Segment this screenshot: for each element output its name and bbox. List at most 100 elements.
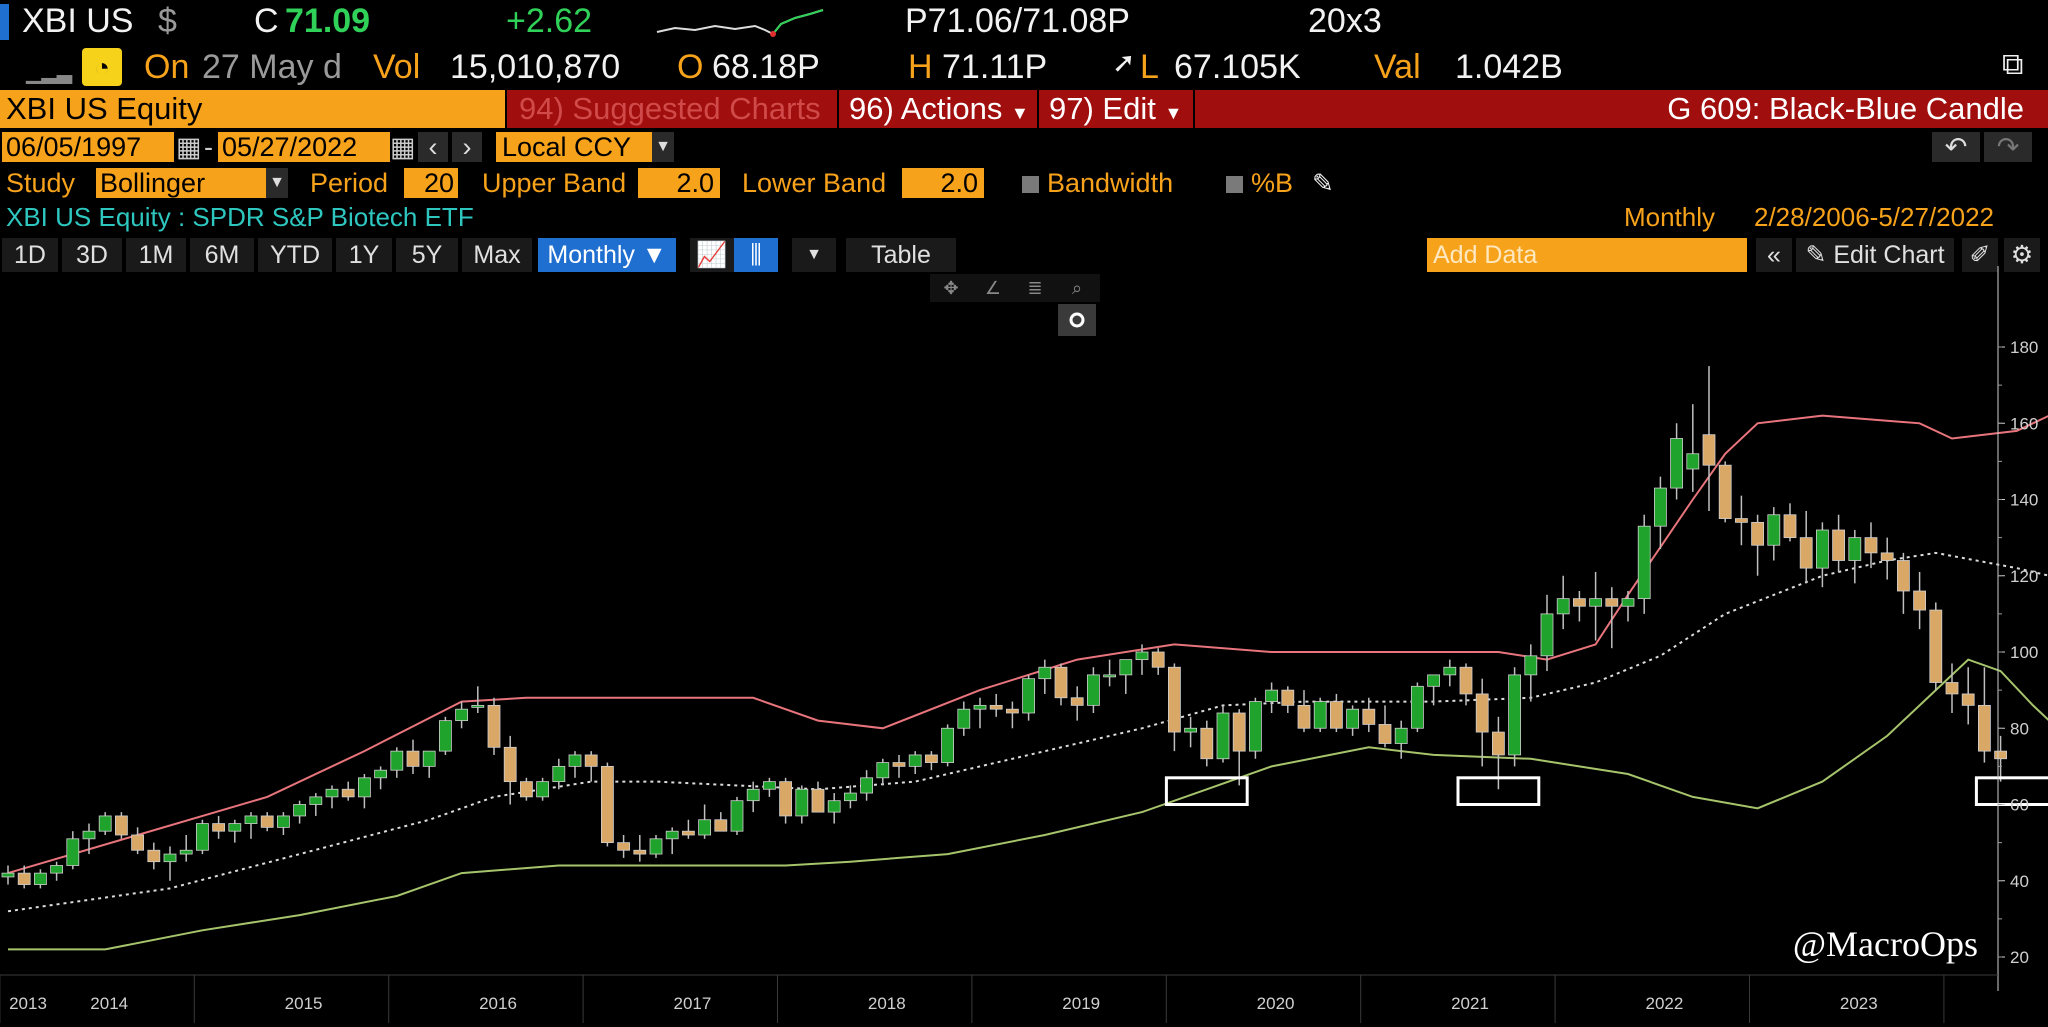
pctb-checkbox[interactable]: %B: [1226, 168, 1293, 198]
candle-body: [601, 765, 614, 844]
candle-body: [1313, 701, 1327, 729]
pointer-tool[interactable]: [1058, 304, 1096, 336]
x-tick-label: 2018: [868, 994, 906, 1013]
tab-3d[interactable]: 3D: [62, 238, 122, 272]
period-field[interactable]: 20: [404, 168, 458, 198]
tab-5y[interactable]: 5Y: [396, 238, 458, 272]
chevron-down-icon[interactable]: ▼: [792, 238, 836, 272]
bandwidth-label: Bandwidth: [1047, 168, 1174, 198]
line-chart-icon[interactable]: 📈: [690, 238, 734, 272]
y-tick-label: 100: [2010, 643, 2038, 662]
tab-1m[interactable]: 1M: [126, 238, 186, 272]
edit-chart-button[interactable]: ✎ Edit Chart: [1796, 238, 1954, 272]
checkbox-icon: [1226, 176, 1243, 194]
collapse-icon[interactable]: «: [1756, 238, 1792, 272]
candle-body: [1216, 712, 1230, 760]
candle-body: [244, 815, 258, 824]
candle-body: [1670, 438, 1683, 489]
candle-body: [438, 720, 452, 752]
candle-body: [260, 815, 274, 828]
candle-body: [876, 762, 890, 779]
calendar-icon[interactable]: ▦: [390, 132, 416, 162]
lower-band-field[interactable]: 2.0: [902, 168, 984, 198]
tab-6m[interactable]: 6M: [190, 238, 254, 272]
calendar-icon[interactable]: ▦: [176, 132, 202, 162]
frequency-tab[interactable]: Monthly ▼: [538, 238, 676, 272]
candle-body: [1686, 453, 1700, 470]
candle-body: [714, 819, 728, 832]
redo-icon[interactable]: ↷: [1984, 132, 2032, 162]
suggested-charts-button[interactable]: 94) Suggested Charts: [507, 90, 837, 128]
candle-body: [941, 727, 954, 763]
candle: [1119, 659, 1133, 694]
actions-menu[interactable]: 96) Actions ▼: [839, 90, 1037, 128]
circle-icon: [1069, 312, 1085, 328]
actions-label: 96) Actions: [849, 91, 1003, 126]
tab-1y[interactable]: 1Y: [336, 238, 392, 272]
y-tick-label: 160: [2010, 414, 2038, 433]
open-value: 68.18P: [712, 48, 820, 86]
study-bar: Study Bollinger ▼ Period 20 Upper Band 2…: [0, 168, 2048, 202]
candle: [1443, 659, 1457, 687]
currency-select[interactable]: Local CCY: [496, 132, 652, 162]
highlight-box: [1164, 776, 1249, 806]
candle: [746, 781, 760, 813]
edit-menu[interactable]: 97) Edit ▼: [1039, 90, 1193, 128]
quote-bar: XBI US $ C 71.09 +2.62 P71.06/71.08P 20x…: [0, 0, 2048, 44]
table-button[interactable]: Table: [846, 238, 956, 272]
candle: [1135, 644, 1149, 675]
security-field[interactable]: XBI US Equity: [0, 90, 505, 128]
candle: [892, 754, 906, 778]
candle-chart-icon[interactable]: ⫼: [734, 238, 778, 272]
prev-arrow-icon[interactable]: ‹: [418, 132, 448, 162]
pencil-icon[interactable]: ✎: [1312, 168, 1334, 198]
draw-line-icon[interactable]: ∠: [985, 278, 1001, 298]
candle: [601, 762, 614, 847]
candle-body: [908, 754, 922, 767]
candle-body: [1573, 598, 1586, 607]
candle: [1249, 697, 1262, 759]
bandwidth-checkbox[interactable]: Bandwidth: [1022, 168, 1173, 198]
start-date-field[interactable]: 06/05/1997: [2, 132, 174, 162]
annotate-icon[interactable]: ✐: [1962, 238, 1998, 272]
candle: [163, 846, 177, 881]
add-data-input[interactable]: Add Data: [1427, 238, 1747, 272]
candle-body: [973, 704, 987, 710]
candle-body: [98, 815, 112, 832]
ticker[interactable]: XBI US: [22, 2, 134, 40]
candle: [1006, 701, 1019, 729]
tab-1d[interactable]: 1D: [2, 238, 58, 272]
candlestick-chart[interactable]: ✥ ∠ ≣ ⌕ 20 40 60 80 100 120 140 160 180 2013 2014 2…: [0, 236, 2048, 1027]
undo-icon[interactable]: ↶: [1932, 132, 1980, 162]
next-arrow-icon[interactable]: ›: [452, 132, 482, 162]
candle: [1913, 571, 1926, 630]
gear-icon[interactable]: ⚙: [2004, 238, 2040, 272]
speedometer-icon[interactable]: ◔: [82, 48, 122, 86]
candle-body: [1346, 708, 1359, 729]
list-icon[interactable]: ≣: [1027, 278, 1042, 298]
candle-body: [617, 842, 630, 851]
candle-body: [1362, 708, 1376, 725]
candle: [1621, 591, 1635, 622]
chevron-down-icon[interactable]: ▼: [652, 132, 674, 162]
candle: [374, 766, 388, 790]
tab-max[interactable]: Max: [462, 238, 532, 272]
end-date-field[interactable]: 05/27/2022: [218, 132, 390, 162]
candle: [115, 812, 128, 839]
candle-body: [1994, 750, 2007, 760]
tab-ytd[interactable]: YTD: [258, 238, 332, 272]
highlight-box: [1456, 776, 1541, 806]
popout-icon[interactable]: ⧉: [2002, 48, 2024, 81]
close-price: 71.09: [285, 2, 371, 40]
candle-body: [1540, 613, 1554, 657]
crosshair-icon[interactable]: ✥: [943, 278, 958, 298]
on-label: On: [144, 48, 190, 86]
upper-band-field[interactable]: 2.0: [638, 168, 720, 198]
candle: [1297, 690, 1311, 733]
candle-body: [115, 815, 128, 836]
volume-value: 15,010,870: [450, 48, 621, 86]
chevron-down-icon[interactable]: ▼: [266, 168, 288, 198]
candle: [82, 823, 96, 855]
study-select[interactable]: Bollinger: [96, 168, 268, 198]
zoom-icon[interactable]: ⌕: [1072, 278, 1082, 298]
